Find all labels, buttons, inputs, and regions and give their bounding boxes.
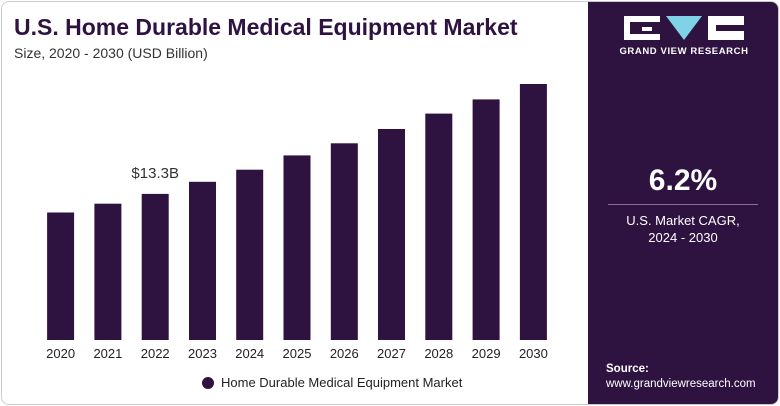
summary-panel: GRAND VIEW RESEARCH 6.2% U.S. Market CAG… — [588, 2, 778, 404]
logo-g-icon — [624, 16, 660, 40]
logo-e-icon — [708, 16, 744, 40]
source-url[interactable]: www.grandviewresearch.com — [606, 378, 756, 390]
bar-2023 — [189, 181, 216, 340]
bar-2026 — [330, 143, 358, 340]
source-title: Source: — [606, 363, 649, 375]
bar-2029 — [472, 99, 500, 341]
data-label-2022: $13.3B — [131, 165, 179, 182]
bar-2022 — [141, 193, 169, 340]
x-tick-label-2026: 2026 — [330, 346, 359, 361]
x-tick-label-2022: 2022 — [141, 346, 170, 361]
brand-logo: GRAND VIEW RESEARCH — [614, 16, 754, 57]
bar-chart: 2020 2021 2022 2023 2024 2025 2026 2027 2028 2029… — [46, 84, 548, 361]
grand-view-research-logo-icon — [614, 16, 754, 40]
bar-2021 — [94, 203, 122, 340]
chart-legend: Home Durable Medical Equipment Market — [202, 375, 462, 390]
cagr-label-line1: U.S. Market CAGR, — [626, 213, 740, 228]
legend-label: Home Durable Medical Equipment Market — [221, 375, 463, 390]
x-tick-label-2020: 2020 — [46, 346, 75, 361]
cagr-label: U.S. Market CAGR, 2024 - 2030 — [588, 212, 778, 246]
logo-v-icon — [666, 16, 702, 40]
cagr-label-line2: 2024 - 2030 — [648, 230, 718, 245]
x-tick-label-2028: 2028 — [424, 346, 453, 361]
x-tick-label-2029: 2029 — [472, 346, 501, 361]
x-tick-label-2030: 2030 — [519, 346, 548, 361]
bar-2025 — [283, 155, 311, 340]
bar-2030 — [519, 84, 547, 340]
x-tick-label-2021: 2021 — [93, 346, 122, 361]
source-note: Source: www.grandviewresearch.com — [606, 362, 756, 392]
legend-swatch — [202, 376, 214, 389]
bar-2028 — [425, 113, 453, 340]
brand-name: GRAND VIEW RESEARCH — [619, 46, 749, 57]
x-tick-label-2027: 2027 — [377, 346, 406, 361]
chart-subtitle: Size, 2020 - 2030 (USD Billion) — [14, 45, 208, 61]
x-tick-label-2025: 2025 — [283, 346, 312, 361]
chart-title: U.S. Home Durable Medical Equipment Mark… — [14, 14, 518, 40]
cagr-divider — [608, 204, 758, 205]
chart-panel: U.S. Home Durable Medical Equipment Mark… — [2, 2, 588, 404]
x-tick-label-2023: 2023 — [188, 346, 217, 361]
cagr-value: 6.2% — [648, 164, 718, 197]
bar-2027 — [378, 129, 405, 340]
bar-2024 — [236, 169, 264, 340]
x-tick-label-2024: 2024 — [235, 346, 264, 361]
bar-2020 — [47, 212, 75, 340]
